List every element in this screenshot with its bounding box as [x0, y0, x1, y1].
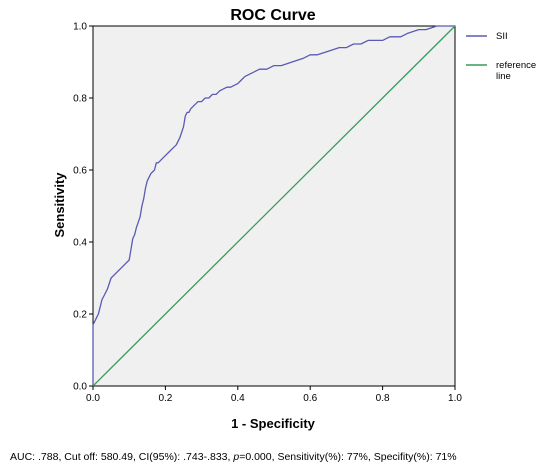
x-tick-label: 0.8 [376, 393, 390, 404]
legend-label-1: reference [496, 60, 536, 71]
series-line-0 [92, 25, 455, 386]
legend-label-1: line [496, 71, 511, 82]
x-tick-label: 0.0 [86, 393, 100, 404]
axis-ticks: 0.0 0.2 0.4 0.6 0.8 1.0 0.0 0.2 0.4 0.6 0.8 1.0 [73, 22, 462, 405]
y-tick-label: 1.0 [73, 22, 87, 33]
y-axis-label: Sensitivity [52, 172, 67, 238]
y-tick-label: 0.4 [73, 238, 87, 249]
x-tick-label: 0.6 [303, 393, 317, 404]
roc-chart: ROC Curve 0.0 0.2 0.4 0.6 0.8 1.0 0.0 0.2 0.4 0.6… [52, 7, 536, 431]
x-tick-label: 0.2 [158, 393, 172, 404]
x-tick-label: 1.0 [448, 393, 462, 404]
footnote: AUC: .788, Cut off: 580.49, CI(95%): .74… [10, 451, 457, 463]
x-tick-label: 0.4 [231, 393, 245, 404]
chart-title: ROC Curve [230, 7, 315, 24]
y-tick-label: 0.0 [73, 382, 87, 393]
y-tick-label: 0.8 [73, 94, 87, 105]
footnote-pre: AUC: .788, Cut off: 580.49, CI(95%): .74… [10, 451, 234, 463]
series-line-1 [92, 25, 456, 387]
y-tick-label: 0.6 [73, 166, 87, 177]
footnote-p-symbol: p [233, 451, 240, 463]
y-tick-label: 0.2 [73, 310, 87, 321]
footnote-post: =0.000, Sensitivity(%): 77%, Specifity(%… [239, 451, 457, 463]
series-layer [92, 25, 456, 387]
legend-label-0: SII [496, 31, 508, 42]
x-axis-label: 1 - Specificity [231, 416, 316, 431]
